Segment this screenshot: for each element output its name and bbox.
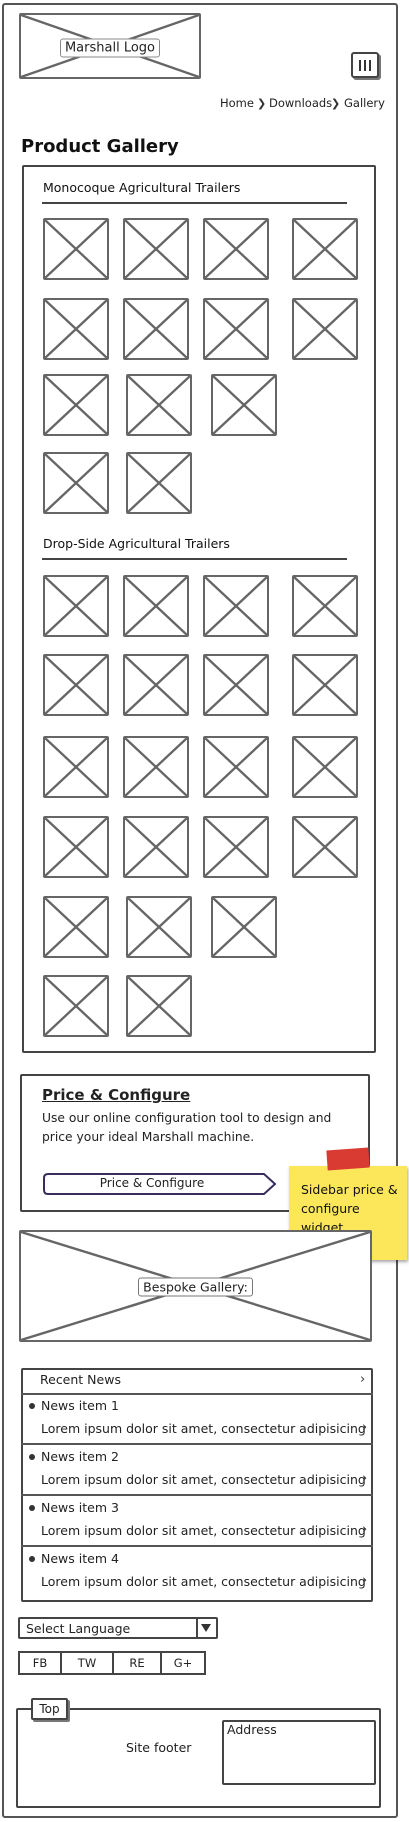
chevron-right-icon: ❯	[331, 97, 341, 110]
breadcrumb-downloads[interactable]: Downloads	[269, 96, 333, 110]
hamburger-menu-icon[interactable]	[351, 52, 379, 78]
twitter-button[interactable]: TW	[60, 1651, 112, 1675]
gallery-container	[22, 165, 376, 1053]
google-plus-button[interactable]: G+	[160, 1651, 206, 1675]
bullet-icon	[29, 1403, 35, 1409]
address-label: Address	[227, 1722, 277, 1737]
bespoke-gallery-image[interactable]: Bespoke Gallery:	[19, 1230, 372, 1342]
breadcrumb-home[interactable]: Home	[220, 96, 254, 110]
gallery-image-drop-side[interactable]	[203, 816, 269, 878]
bespoke-gallery-label: Bespoke Gallery:	[138, 1277, 253, 1297]
gallery-image-monocoque[interactable]	[292, 298, 358, 360]
gallery-image-monocoque[interactable]	[126, 452, 192, 514]
gallery-image-drop-side[interactable]	[292, 816, 358, 878]
dropdown-arrow-icon[interactable]	[196, 1619, 216, 1637]
page-frame	[2, 3, 398, 1818]
price-configure-title: Price & Configure	[42, 1086, 191, 1104]
news-divider	[21, 1494, 373, 1496]
news-item-title[interactable]: News item 1	[41, 1398, 119, 1413]
sticky-note-text: Sidebar price & configure widget	[301, 1182, 398, 1235]
gallery-image-drop-side[interactable]	[43, 896, 109, 958]
chevron-right-icon[interactable]: ›	[362, 1420, 368, 1435]
language-select-label: Select Language	[26, 1621, 131, 1636]
section-title-drop-side: Drop-Side Agricultural Trailers	[43, 536, 230, 551]
gallery-image-drop-side[interactable]	[126, 975, 192, 1037]
price-configure-button[interactable]: Price & Configure	[42, 1172, 277, 1196]
news-divider	[21, 1545, 373, 1547]
gallery-image-monocoque[interactable]	[43, 452, 109, 514]
price-configure-panel	[20, 1074, 370, 1212]
gallery-image-drop-side[interactable]	[211, 896, 277, 958]
page-title: Product Gallery	[21, 136, 179, 157]
gallery-image-monocoque[interactable]	[211, 374, 277, 436]
gallery-image-drop-side[interactable]	[203, 575, 269, 637]
bullet-icon	[29, 1454, 35, 1460]
gallery-image-monocoque[interactable]	[123, 298, 189, 360]
gallery-image-monocoque[interactable]	[43, 298, 109, 360]
bullet-icon	[29, 1505, 35, 1511]
price-configure-button-label: Price & Configure	[99, 1176, 205, 1190]
gallery-image-drop-side[interactable]	[123, 736, 189, 798]
section-title-monocoque: Monocoque Agricultural Trailers	[43, 180, 241, 195]
gallery-image-drop-side[interactable]	[123, 816, 189, 878]
chevron-right-icon[interactable]: ›	[362, 1471, 368, 1486]
chevron-right-icon[interactable]: ›	[360, 1372, 366, 1387]
bullet-icon	[29, 1556, 35, 1562]
gallery-image-drop-side[interactable]	[43, 654, 109, 716]
gallery-image-drop-side[interactable]	[292, 654, 358, 716]
gallery-image-drop-side[interactable]	[126, 896, 192, 958]
news-divider	[21, 1393, 373, 1395]
gallery-image-drop-side[interactable]	[203, 736, 269, 798]
chevron-right-icon: ❯	[257, 97, 267, 110]
back-to-top-button[interactable]: Top	[31, 1698, 68, 1720]
gallery-image-drop-side[interactable]	[123, 575, 189, 637]
price-configure-description: Use our online configuration tool to des…	[42, 1111, 332, 1144]
gallery-image-monocoque[interactable]	[43, 374, 109, 436]
gallery-image-drop-side[interactable]	[43, 975, 109, 1037]
news-item-title[interactable]: News item 2	[41, 1449, 119, 1464]
gallery-image-drop-side[interactable]	[43, 575, 109, 637]
footer-text: Site footer	[126, 1740, 192, 1755]
news-item-title[interactable]: News item 3	[41, 1500, 119, 1515]
sticky-note-tape	[326, 1147, 370, 1171]
language-select[interactable]: Select Language	[18, 1617, 218, 1639]
news-item-text: Lorem ipsum dolor sit amet, consectetur …	[41, 1574, 366, 1589]
news-item-title[interactable]: News item 4	[41, 1551, 119, 1566]
gallery-image-monocoque[interactable]	[123, 218, 189, 280]
news-item-text: Lorem ipsum dolor sit amet, consectetur …	[41, 1523, 366, 1538]
section-divider	[42, 202, 347, 204]
gallery-image-drop-side[interactable]	[292, 736, 358, 798]
social-buttons: FB TW RE G+	[18, 1651, 206, 1675]
reddit-button[interactable]: RE	[112, 1651, 160, 1675]
news-item-text: Lorem ipsum dolor sit amet, consectetur …	[41, 1472, 366, 1487]
section-divider	[42, 558, 347, 560]
gallery-image-monocoque[interactable]	[203, 298, 269, 360]
gallery-image-monocoque[interactable]	[292, 218, 358, 280]
gallery-image-drop-side[interactable]	[43, 816, 109, 878]
recent-news-heading[interactable]: Recent News	[40, 1372, 121, 1387]
news-divider	[21, 1443, 373, 1445]
gallery-image-drop-side[interactable]	[123, 654, 189, 716]
chevron-right-icon[interactable]: ›	[362, 1522, 368, 1537]
chevron-right-icon[interactable]: ›	[362, 1573, 368, 1588]
breadcrumb-gallery[interactable]: Gallery	[344, 96, 385, 110]
facebook-button[interactable]: FB	[18, 1651, 60, 1675]
gallery-image-drop-side[interactable]	[43, 736, 109, 798]
gallery-image-monocoque[interactable]	[43, 218, 109, 280]
address-box	[222, 1720, 376, 1785]
news-item-text: Lorem ipsum dolor sit amet, consectetur …	[41, 1421, 366, 1436]
gallery-image-monocoque[interactable]	[203, 218, 269, 280]
gallery-image-drop-side[interactable]	[292, 575, 358, 637]
gallery-image-monocoque[interactable]	[126, 374, 192, 436]
gallery-image-drop-side[interactable]	[203, 654, 269, 716]
site-footer	[16, 1708, 381, 1808]
recent-news-panel	[21, 1368, 373, 1602]
logo-label: Marshall Logo	[59, 38, 161, 58]
logo-image[interactable]: Marshall Logo	[19, 13, 201, 79]
